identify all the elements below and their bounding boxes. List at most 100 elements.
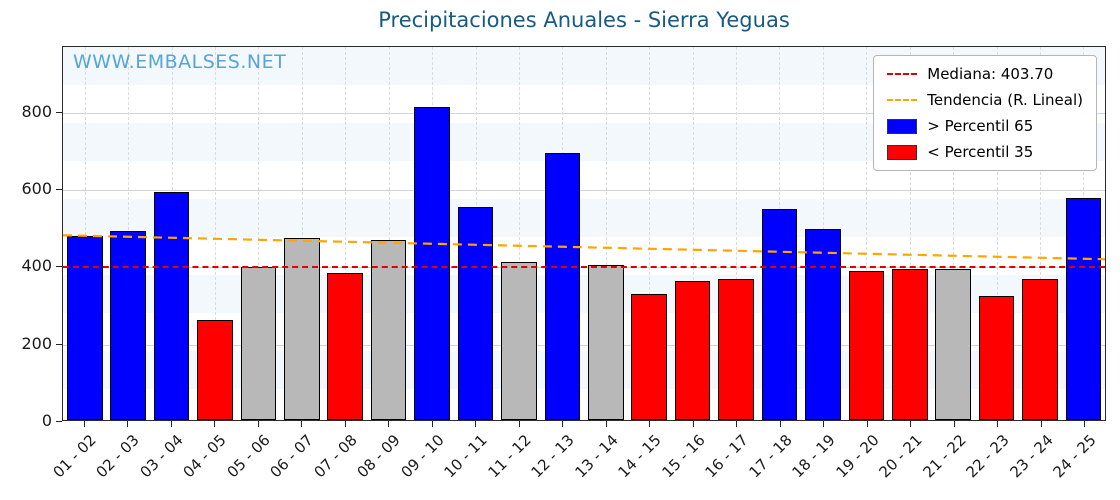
legend-line-swatch xyxy=(887,99,918,101)
bar-slot xyxy=(410,47,453,420)
vertical-gridline xyxy=(345,47,347,420)
bar xyxy=(1065,197,1102,420)
x-tick-mark xyxy=(779,421,781,427)
bar xyxy=(674,280,711,420)
y-tick-label: 600 xyxy=(21,179,52,199)
bar xyxy=(284,238,320,420)
bar xyxy=(544,153,581,420)
legend-label: < Percentil 35 xyxy=(927,143,1034,161)
vertical-gridline xyxy=(518,47,520,420)
x-tick-mark xyxy=(214,421,216,427)
bar xyxy=(153,191,190,420)
x-tick-mark xyxy=(388,421,390,427)
bar-slot xyxy=(280,47,323,420)
bar-slot xyxy=(888,47,931,420)
bar-slot xyxy=(150,47,193,420)
median-line xyxy=(63,265,1105,268)
y-tick-label: 0 xyxy=(41,411,52,430)
gridline xyxy=(63,112,1105,114)
x-tick-mark xyxy=(83,421,85,427)
watermark: WWW.EMBALSES.NET xyxy=(73,51,287,73)
bar xyxy=(935,269,971,420)
bar-slot xyxy=(931,47,974,420)
plot-area: WWW.EMBALSES.NET Mediana: 403.70 Tendenci… xyxy=(62,46,1106,421)
vertical-gridline xyxy=(649,47,651,420)
bar xyxy=(978,296,1015,420)
y-tick-mark xyxy=(56,266,62,268)
bar xyxy=(414,106,450,420)
x-tick-mark xyxy=(953,421,955,427)
legend: Mediana: 403.70 Tendencia (R. Lineal) > Pe… xyxy=(873,55,1097,171)
legend-line-swatch xyxy=(887,73,918,75)
y-tick-label: 400 xyxy=(21,256,52,276)
bar xyxy=(891,269,928,420)
bar-slot xyxy=(497,47,540,420)
y-tick-mark xyxy=(56,421,62,422)
legend-item: Tendencia (R. Lineal) xyxy=(887,91,1083,109)
x-tick-mark xyxy=(736,421,738,427)
bar-slot xyxy=(845,47,888,420)
bar-slot xyxy=(627,47,670,420)
y-tick-mark xyxy=(56,189,62,191)
bar xyxy=(370,240,407,420)
x-tick-mark xyxy=(431,421,433,427)
y-tick-mark xyxy=(56,343,62,345)
x-tick-mark xyxy=(649,421,651,427)
bar xyxy=(501,261,537,420)
x-tick-mark xyxy=(301,421,303,427)
bar-slot xyxy=(324,47,367,420)
bar xyxy=(761,209,798,420)
bar xyxy=(240,267,277,420)
vertical-gridline xyxy=(953,47,955,420)
bar-slot xyxy=(237,47,280,420)
x-tick-mark xyxy=(562,421,564,427)
legend-label: Tendencia (R. Lineal) xyxy=(927,91,1083,109)
x-tick-mark xyxy=(344,421,346,427)
vertical-gridline xyxy=(388,47,390,420)
legend-item: < Percentil 35 xyxy=(887,143,1083,161)
bar-slot xyxy=(106,47,149,420)
bar xyxy=(327,273,364,420)
bar xyxy=(110,230,146,420)
bar-slot xyxy=(1062,47,1105,420)
legend-label: Mediana: 403.70 xyxy=(927,65,1054,83)
bar-slot xyxy=(1018,47,1061,420)
x-tick-mark xyxy=(127,421,129,427)
x-tick-mark xyxy=(1040,421,1042,427)
x-tick-mark xyxy=(910,421,912,427)
vertical-gridline xyxy=(692,47,694,420)
y-tick-label: 200 xyxy=(21,333,52,353)
x-tick-mark xyxy=(997,421,999,427)
vertical-gridline xyxy=(301,47,303,420)
vertical-gridline xyxy=(605,47,607,420)
vertical-gridline xyxy=(866,47,868,420)
vertical-gridline xyxy=(909,47,911,420)
bar xyxy=(848,271,885,420)
vertical-gridline xyxy=(736,47,738,420)
bar-slot xyxy=(584,47,627,420)
vertical-gridline xyxy=(84,47,86,420)
y-tick-label: 800 xyxy=(21,101,52,121)
bar xyxy=(1022,278,1058,420)
bar xyxy=(631,294,667,420)
x-tick-mark xyxy=(605,421,607,427)
vertical-gridline xyxy=(1039,47,1041,420)
trend-line xyxy=(63,234,1105,261)
bar-slot xyxy=(975,47,1018,420)
bar-slot xyxy=(193,47,236,420)
x-tick-mark xyxy=(692,421,694,427)
legend-label: > Percentil 65 xyxy=(927,117,1034,135)
bar-slot xyxy=(541,47,584,420)
bars-container xyxy=(63,47,1105,420)
x-tick-mark xyxy=(257,421,259,427)
bar xyxy=(587,265,624,420)
y-tick-mark xyxy=(56,111,62,113)
vertical-gridline xyxy=(996,47,998,420)
x-tick-mark xyxy=(475,421,477,427)
bar-slot xyxy=(671,47,714,420)
x-tick-mark xyxy=(518,421,520,427)
legend-box-swatch xyxy=(887,118,918,134)
bar xyxy=(718,278,754,420)
x-tick-mark xyxy=(170,421,172,427)
